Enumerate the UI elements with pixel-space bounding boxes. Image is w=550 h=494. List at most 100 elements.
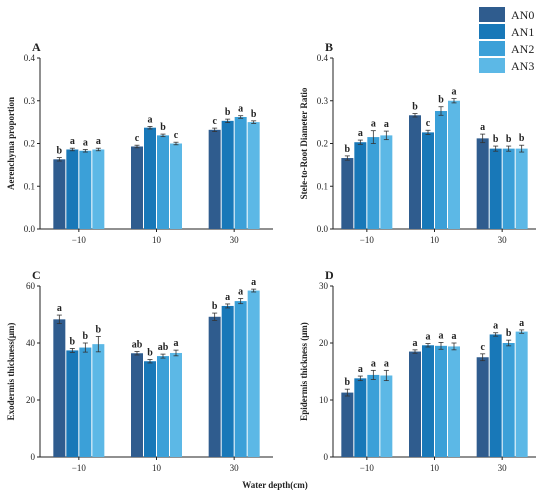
y-tick-label: 0.3: [24, 96, 36, 106]
x-tick-label: 30: [230, 463, 240, 473]
y-tick-label: 0: [31, 452, 36, 462]
bar-an1: [221, 305, 234, 457]
x-tick-label: 10: [152, 235, 162, 245]
bar-an2: [79, 347, 92, 457]
bar-an0: [409, 115, 421, 229]
y-tick-label: 0.0: [24, 224, 36, 234]
significance-letter: b: [147, 348, 153, 359]
legend-label: AN0: [511, 8, 534, 22]
bar-an3: [92, 149, 105, 229]
bar-an3: [170, 143, 182, 229]
y-tick-label: 10: [319, 395, 329, 405]
bar-an3: [247, 122, 260, 229]
significance-letter: c: [174, 130, 179, 141]
significance-letter: a: [225, 292, 230, 303]
bar-an2: [502, 148, 515, 229]
bar-an2: [367, 374, 380, 457]
y-axis-label: Exodermis thickness(μm): [6, 323, 16, 421]
bar-an3: [380, 375, 393, 457]
y-tick-label: 0.3: [317, 96, 329, 106]
significance-letter: a: [371, 358, 376, 369]
bar-an1: [422, 345, 434, 457]
y-tick-label: 0.4: [24, 53, 36, 63]
significance-letter: a: [238, 287, 243, 298]
significance-letter: b: [519, 133, 525, 144]
bar-an0: [409, 351, 421, 457]
bar-an2: [502, 343, 515, 457]
bar-an2: [435, 111, 447, 229]
legend-swatch-an2: [479, 41, 505, 56]
y-tick-label: 0.2: [24, 139, 35, 149]
x-tick-label: −10: [360, 463, 375, 473]
y-axis-label: Epidermis thickness (μm): [299, 322, 309, 421]
chart-panel-a: 0.0 0.1 0.2 0.3 0.4A Aerenchyma proportion −10…: [6, 40, 273, 245]
y-axis-label: Stele-to-Root Diameter Ratio: [299, 87, 309, 199]
significance-letter: b: [493, 134, 499, 145]
bar-an0: [53, 159, 66, 229]
bar-an0: [208, 129, 221, 229]
x-tick-label: 30: [498, 463, 508, 473]
significance-letter: b: [438, 95, 444, 106]
significance-letter: a: [83, 137, 88, 148]
x-tick-label: −10: [72, 463, 87, 473]
panel-letter: C: [32, 268, 41, 282]
bar-an0: [341, 392, 354, 457]
bar-an3: [380, 135, 393, 229]
bar-an3: [448, 346, 460, 457]
significance-letter: a: [251, 277, 256, 288]
bar-an1: [422, 132, 434, 229]
legend-swatch-an0: [479, 7, 505, 22]
panel-letter: B: [325, 40, 333, 54]
significance-letter: a: [493, 321, 498, 332]
legend-swatch-an3: [479, 58, 505, 73]
significance-letter: a: [519, 318, 524, 329]
bar-an0: [476, 138, 489, 229]
significance-letter: ab: [158, 342, 169, 353]
significance-letter: c: [426, 118, 431, 129]
bar-an1: [66, 350, 79, 457]
significance-letter: a: [371, 119, 376, 130]
significance-letter: a: [384, 119, 389, 130]
legend-label: AN2: [511, 42, 534, 56]
y-tick-label: 40: [26, 338, 36, 348]
bar-an2: [234, 116, 247, 229]
x-axis-label: Water depth(cm): [242, 480, 308, 490]
significance-letter: a: [452, 331, 457, 342]
significance-letter: b: [345, 144, 351, 155]
x-tick-label: 10: [152, 463, 162, 473]
significance-letter: c: [212, 116, 217, 127]
significance-letter: b: [506, 328, 512, 339]
bar-an3: [247, 290, 260, 457]
bar-an3: [92, 344, 105, 457]
significance-letter: a: [96, 136, 101, 147]
significance-letter: ab: [132, 340, 143, 351]
significance-letter: b: [160, 122, 166, 133]
significance-letter: b: [83, 331, 89, 342]
bar-an2: [367, 137, 380, 229]
y-tick-label: 60: [26, 281, 36, 291]
bar-an1: [489, 148, 502, 229]
bar-an1: [144, 361, 156, 457]
chart-panel-b: 0.0 0.1 0.2 0.3 0.4B Stele-to-Root Diameter R…: [299, 40, 536, 245]
panel-letter: D: [325, 268, 334, 282]
bar-an3: [448, 100, 460, 229]
significance-letter: a: [174, 338, 179, 349]
bar-an2: [157, 135, 169, 229]
x-tick-label: 10: [430, 235, 440, 245]
bar-an1: [66, 149, 79, 229]
significance-letter: b: [345, 377, 351, 388]
y-tick-label: 20: [26, 395, 36, 405]
bar-an1: [221, 120, 234, 229]
bar-an1: [354, 142, 367, 229]
panel-letter: A: [32, 40, 41, 54]
significance-letter: a: [238, 104, 243, 115]
bar-an1: [354, 378, 367, 457]
bar-an0: [53, 319, 66, 457]
legend-label: AN3: [511, 59, 534, 73]
y-tick-label: 0.4: [317, 53, 329, 63]
bar-an0: [341, 158, 354, 229]
bar-an1: [144, 127, 156, 229]
significance-letter: a: [384, 358, 389, 369]
